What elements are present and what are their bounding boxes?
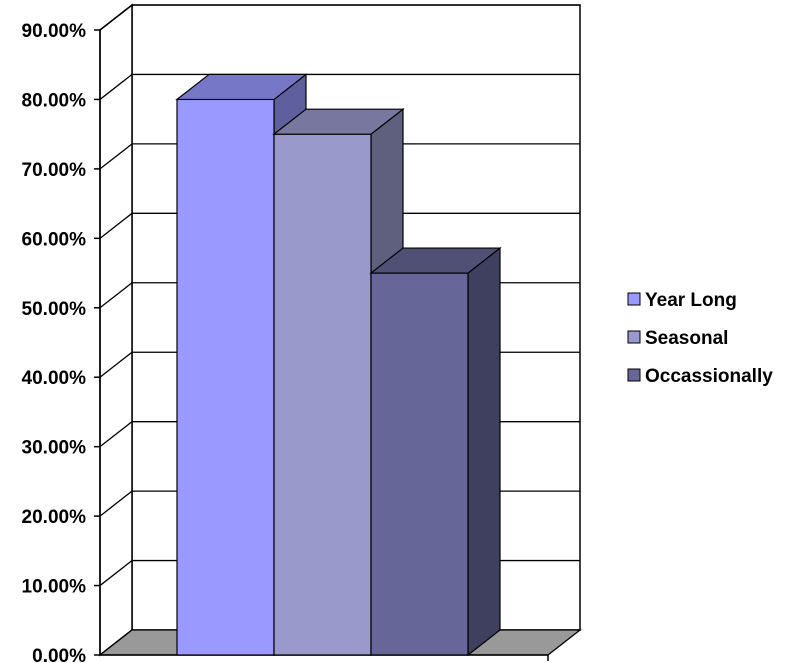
bar-occassionally	[369, 246, 502, 657]
bar-top	[272, 108, 405, 135]
legend-label: Occassionally	[645, 366, 773, 387]
legend: Year Long Seasonal Occassionally	[627, 290, 773, 387]
bars	[175, 73, 502, 657]
legend-label: Year Long	[645, 290, 737, 311]
legend-swatch	[627, 368, 641, 382]
bar-front	[176, 98, 275, 656]
legend-item-year-long: Year Long	[627, 290, 737, 311]
bar-front	[370, 272, 469, 656]
bar-seasonal	[272, 107, 405, 657]
gridline	[99, 212, 580, 239]
y-tick-label: 90.00%	[22, 21, 87, 42]
legend-swatch	[627, 330, 641, 344]
y-tick-label: 20.00%	[22, 507, 87, 528]
y-tick-label: 80.00%	[22, 90, 87, 111]
gridline	[99, 4, 580, 31]
gridline	[99, 143, 580, 170]
side-wall	[99, 3, 133, 657]
legend-item-seasonal: Seasonal	[627, 328, 728, 349]
legend-item-occassionally: Occassionally	[627, 366, 773, 387]
gridline	[99, 73, 580, 100]
bar-top	[369, 247, 502, 274]
bar-top	[175, 73, 308, 101]
y-tick-label: 30.00%	[22, 438, 87, 459]
bar-side	[467, 246, 501, 657]
y-tick-label: 70.00%	[22, 160, 87, 181]
y-tick-label: 40.00%	[22, 368, 87, 389]
legend-swatch	[627, 292, 641, 306]
y-tick-label: 60.00%	[22, 229, 87, 250]
y-tick-label: 0.00%	[32, 646, 86, 663]
y-tick-label: 10.00%	[22, 577, 87, 598]
bar-front	[273, 133, 372, 656]
y-tick-labels: 0.00% 10.00% 20.00% 30.00% 40.00% 50.00% 60.00…	[22, 21, 87, 663]
legend-label: Seasonal	[645, 328, 728, 349]
y-tick-label: 50.00%	[22, 299, 87, 320]
